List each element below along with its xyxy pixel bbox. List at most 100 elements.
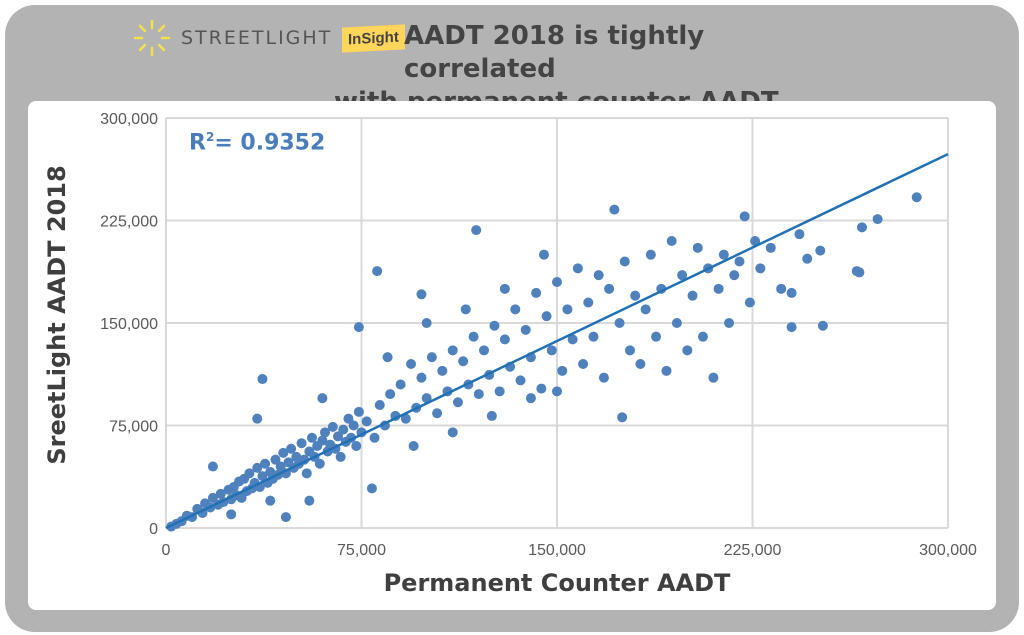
streetlight-logo: STREETLIGHT InSight — [133, 19, 406, 57]
data-point — [588, 331, 599, 342]
data-point — [447, 345, 458, 356]
data-point — [692, 242, 703, 253]
data-point — [578, 359, 589, 369]
chart-panel — [28, 101, 996, 610]
data-point — [257, 471, 268, 482]
y-tick-label: 300,000 — [100, 111, 158, 128]
data-point — [286, 443, 297, 454]
data-point — [338, 424, 349, 435]
data-point — [718, 249, 729, 260]
data-point — [750, 236, 761, 246]
data-point — [817, 320, 828, 331]
data-point — [317, 393, 328, 404]
data-point — [546, 345, 557, 356]
data-point — [304, 495, 315, 506]
data-point — [499, 334, 510, 345]
data-point — [708, 372, 719, 383]
r-value: = 0.9352 — [214, 130, 326, 156]
data-point — [630, 290, 641, 301]
data-point — [671, 318, 682, 328]
data-point — [280, 512, 291, 523]
data-point — [541, 311, 552, 322]
data-point — [661, 365, 672, 376]
data-point — [348, 420, 359, 431]
data-point — [408, 441, 419, 451]
data-point — [677, 270, 688, 281]
y-tick-label: 150,000 — [100, 316, 158, 333]
data-point — [468, 331, 479, 342]
data-point — [460, 304, 471, 315]
data-point — [426, 352, 437, 363]
data-point — [416, 289, 427, 300]
data-point — [374, 400, 385, 410]
data-point — [724, 318, 735, 328]
data-point — [333, 431, 344, 442]
data-point — [207, 492, 218, 503]
data-point — [400, 413, 411, 424]
data-point — [572, 263, 583, 274]
data-point — [226, 509, 237, 520]
data-point — [635, 359, 646, 369]
data-point — [458, 356, 469, 367]
data-point — [802, 253, 813, 264]
data-point — [479, 345, 490, 356]
title-line-1: AADT 2018 is tightly correlated — [404, 21, 705, 84]
data-point — [437, 365, 448, 376]
data-point — [567, 334, 578, 345]
data-point — [471, 225, 482, 236]
x-tick-label: 225,000 — [724, 542, 782, 559]
data-point — [257, 374, 268, 385]
data-point — [552, 277, 562, 287]
data-point — [421, 318, 432, 328]
data-point — [755, 263, 766, 274]
data-point — [327, 421, 338, 432]
data-point — [729, 270, 740, 281]
data-point — [314, 458, 325, 469]
data-point — [536, 383, 547, 394]
data-point — [510, 304, 521, 315]
data-point — [320, 427, 331, 438]
data-point — [317, 435, 328, 446]
data-point — [489, 320, 500, 331]
data-point — [486, 410, 497, 421]
data-point — [385, 389, 396, 400]
data-point — [473, 389, 484, 400]
data-point — [296, 438, 307, 449]
x-tick-label: 0 — [162, 542, 171, 559]
data-point — [911, 192, 922, 203]
data-point — [432, 408, 443, 419]
data-point — [557, 365, 568, 376]
data-point — [687, 290, 698, 301]
data-point — [244, 468, 255, 479]
data-point — [604, 283, 615, 294]
data-point — [265, 495, 276, 506]
y-tick-label: 0 — [149, 521, 158, 538]
y-axis-title: SreetLight AADT 2018 — [43, 165, 71, 465]
data-point — [447, 427, 458, 438]
data-point — [640, 304, 651, 315]
data-point — [651, 331, 662, 342]
data-point — [499, 283, 510, 294]
data-point — [416, 372, 427, 383]
data-point — [776, 283, 787, 294]
data-point — [252, 413, 263, 424]
data-point — [353, 322, 364, 333]
data-point — [207, 461, 218, 472]
data-point — [343, 413, 354, 424]
r-superscript: 2 — [205, 130, 215, 144]
data-point — [856, 222, 867, 233]
x-tick-label: 300,000 — [919, 542, 977, 559]
data-point — [697, 331, 708, 342]
brand-name: STREETLIGHT — [181, 27, 333, 49]
data-point — [617, 412, 628, 423]
data-point — [872, 214, 883, 225]
data-point — [562, 304, 573, 315]
data-point — [351, 441, 362, 451]
data-point — [619, 256, 630, 267]
data-point — [624, 345, 635, 356]
r-label: R — [189, 130, 206, 156]
data-point — [395, 379, 406, 390]
data-point — [236, 492, 247, 503]
data-point — [682, 345, 693, 356]
